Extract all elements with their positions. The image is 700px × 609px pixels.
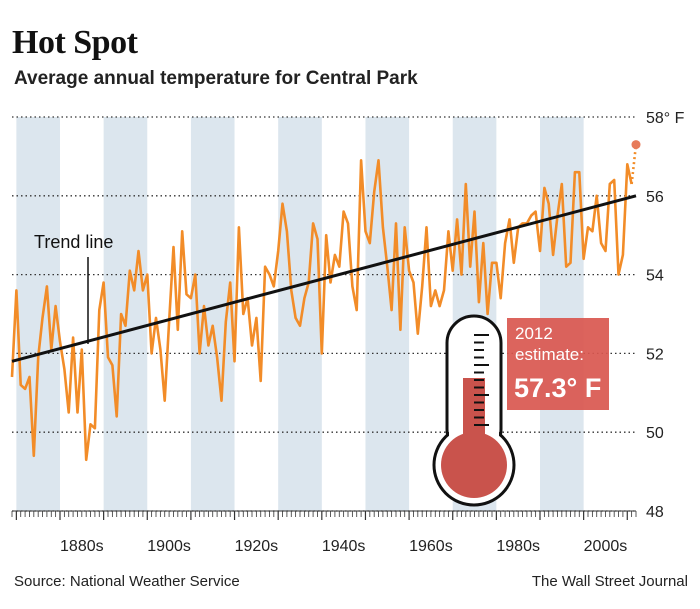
estimate-year: 2012 xyxy=(515,324,553,343)
x-tick-label: 1920s xyxy=(235,538,279,555)
thermometer-icon xyxy=(432,314,516,507)
decade-band xyxy=(365,117,410,511)
callout-box xyxy=(507,318,609,410)
estimate-label: estimate: xyxy=(515,345,584,364)
y-tick-label: 54 xyxy=(646,268,664,285)
decade-band xyxy=(278,117,322,511)
thermometer-ticks xyxy=(474,334,489,426)
decade-band xyxy=(540,117,584,511)
y-tick-label: 52 xyxy=(646,346,664,363)
y-tick-label: 48 xyxy=(646,504,664,521)
publisher-credit: The Wall Street Journal xyxy=(531,573,688,590)
x-tick-label: 1980s xyxy=(496,538,540,555)
y-tick-label: 50 xyxy=(646,425,664,442)
y-tick-label: 58° F xyxy=(646,110,685,127)
estimate-callout: 2012 estimate: 57.3° F xyxy=(507,318,609,410)
x-tick-label: 1960s xyxy=(409,538,453,555)
series-group xyxy=(10,140,641,462)
x-axis: 1880s 1900s 1920s 1940s 1960s 1980s 2000s xyxy=(11,510,637,555)
x-tick-label: 1880s xyxy=(60,538,104,555)
y-axis: 58° F 56 54 52 50 48 xyxy=(646,110,685,521)
x-tick-label: 2000s xyxy=(584,538,628,555)
decade-band xyxy=(16,117,60,511)
trend-line xyxy=(11,194,637,363)
chart-title: Hot Spot xyxy=(12,24,138,61)
trend-label: Trend line xyxy=(34,232,113,252)
thermometer-bulb xyxy=(441,432,507,498)
x-tick-label: 1900s xyxy=(147,538,191,555)
y-tick-label: 56 xyxy=(646,189,664,206)
trend-label-group: Trend line xyxy=(34,232,113,344)
x-tick-label: 1940s xyxy=(322,538,366,555)
estimate-value: 57.3° F xyxy=(514,373,601,403)
estimate-point xyxy=(631,140,641,150)
temperature-series-line xyxy=(10,159,633,462)
estimate-connector xyxy=(630,144,638,185)
chart-subtitle: Average annual temperature for Central P… xyxy=(14,68,418,89)
trend-group xyxy=(11,194,637,363)
source-note: Source: National Weather Service xyxy=(14,573,240,590)
